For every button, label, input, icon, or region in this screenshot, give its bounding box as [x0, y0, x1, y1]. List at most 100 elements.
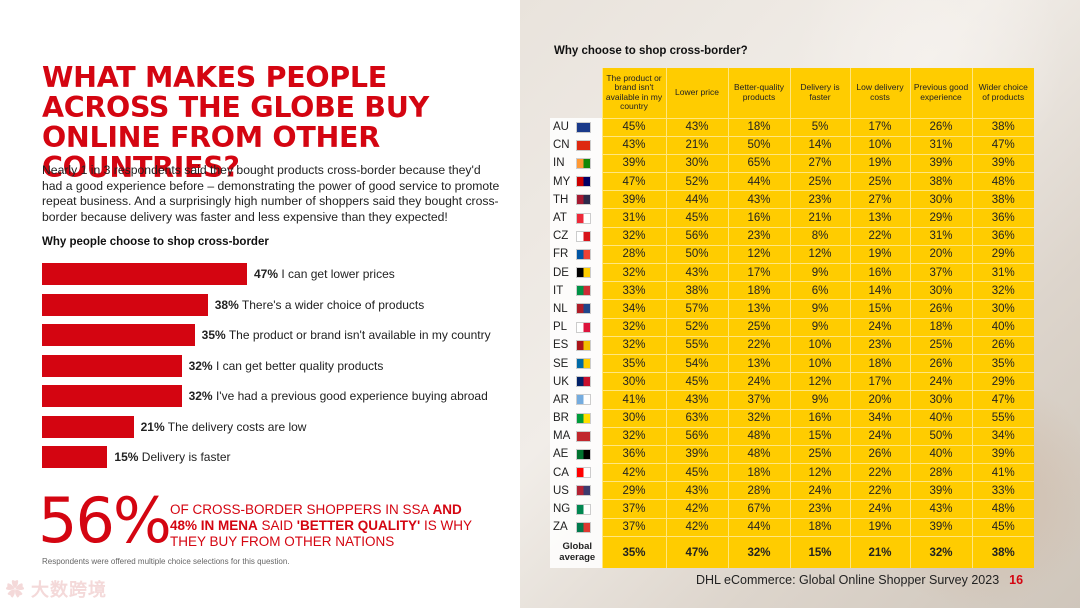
bar [42, 263, 247, 285]
table-cell: 30% [971, 299, 1034, 319]
country-code: DE [550, 263, 574, 282]
table-cell: 63% [665, 408, 728, 428]
global-average-cell: 15% [789, 535, 850, 569]
flag-icon [576, 521, 591, 533]
table-cell: 67% [727, 499, 790, 519]
table-cell: 27% [789, 153, 850, 173]
table-cell: 28% [909, 463, 972, 482]
table-cell: 56% [665, 226, 728, 246]
table-row: NL 34% 57% 13% 9% 15% 26% 30% [550, 299, 1034, 319]
highlight-percentage: 56% [38, 484, 172, 557]
table-cell: 31% [909, 226, 972, 246]
bar [42, 293, 208, 316]
table-cell: 42% [665, 499, 728, 519]
table-cell: 13% [727, 299, 790, 319]
table-cell: 23% [789, 190, 850, 209]
global-average-label: Global average [550, 536, 602, 569]
table-cell: 17% [727, 262, 790, 282]
country-code: TH [550, 190, 574, 209]
table-cell: 55% [971, 408, 1034, 428]
table-cell: 12% [789, 372, 850, 391]
table-cell: 5% [789, 117, 850, 137]
flag-icon [576, 121, 591, 133]
table-row: IN 39% 30% 65% 27% 19% 39% 39% [550, 153, 1034, 173]
page-number: 16 [1009, 573, 1024, 587]
table-cell: 15% [849, 299, 910, 319]
table-cell: 50% [665, 244, 728, 264]
table-cell: 43% [665, 262, 728, 282]
table-cell: 18% [727, 281, 790, 300]
flag-icon [576, 176, 591, 188]
table-cell: 16% [849, 262, 910, 282]
table-cell: 30% [601, 408, 666, 428]
bar [42, 415, 134, 438]
table-cell: 39% [909, 153, 972, 173]
global-average-cell: 47% [665, 535, 728, 569]
table-cell: 26% [909, 353, 972, 373]
column-header: Better-quality products [727, 68, 790, 118]
table-cell: 24% [849, 317, 910, 337]
country-code: NG [550, 499, 574, 519]
table-cell: 10% [789, 335, 850, 355]
table-cell: 36% [971, 226, 1034, 246]
table-cell: 18% [727, 463, 790, 482]
bar-label: 38% There's a wider choice of products [214, 297, 425, 312]
intro-paragraph: Nearly 1 in 3 respondents said they boug… [42, 163, 500, 224]
table-cell: 26% [909, 299, 972, 319]
table-cell: 45% [971, 517, 1034, 537]
flag-icon [576, 194, 591, 206]
table-cell: 29% [971, 244, 1034, 264]
table-row: CZ 32% 56% 23% 8% 22% 31% 36% [550, 226, 1034, 246]
table-row: IT 33% 38% 18% 6% 14% 30% 32% [550, 281, 1034, 300]
table-cell: 26% [849, 444, 910, 464]
table-cell: 44% [727, 517, 790, 537]
bar [42, 446, 108, 468]
table-cell: 29% [601, 481, 666, 500]
table-cell: 18% [909, 317, 972, 337]
flag-icon [576, 321, 591, 333]
table-cell: 45% [665, 208, 728, 228]
bar-row: 32% I can get better quality products [42, 354, 384, 377]
table-cell: 26% [909, 117, 972, 137]
table-cell: 20% [849, 390, 910, 409]
global-average-row: Global average 35% 47% 32% 15% 21% 32% 38% [550, 535, 1034, 569]
global-average-cell: 32% [727, 535, 790, 569]
table-cell: 24% [789, 481, 850, 500]
table-cell: 35% [971, 353, 1034, 373]
flag-icon [576, 285, 591, 297]
country-code: BR [550, 409, 574, 428]
table-cell: 52% [665, 317, 728, 337]
global-average-cell: 35% [601, 535, 666, 569]
country-code: ES [550, 336, 574, 355]
table-cell: 9% [789, 390, 850, 409]
bar-label: 32% I can get better quality products [188, 358, 384, 373]
table-cell: 43% [909, 499, 972, 519]
bar-label: 15% Delivery is faster [114, 450, 231, 464]
bar-row: 15% Delivery is faster [42, 446, 230, 468]
table-cell: 23% [789, 499, 850, 519]
flag-icon [576, 303, 591, 315]
table-cell: 43% [665, 481, 728, 500]
table-row: AR 41% 43% 37% 9% 20% 30% 47% [550, 390, 1034, 409]
flag-icon [576, 376, 591, 388]
table-cell: 22% [849, 481, 910, 500]
global-average-cell: 38% [971, 535, 1034, 569]
table-cell: 30% [909, 281, 972, 300]
table-cell: 32% [601, 226, 666, 246]
table-row: MY 47% 52% 44% 25% 25% 38% 48% [550, 172, 1034, 191]
table-cell: 19% [849, 244, 910, 264]
left-panel: WHAT MAKES PEOPLE ACROSS THE GLOBE BUY O… [0, 0, 520, 608]
table-row: PL 32% 52% 25% 9% 24% 18% 40% [550, 317, 1034, 337]
bar-row: 21% The delivery costs are low [42, 415, 306, 438]
column-header: Low delivery costs [849, 68, 910, 118]
country-code: CZ [550, 227, 574, 246]
country-code: AR [550, 390, 574, 409]
table-cell: 39% [909, 517, 972, 537]
table-cell: 31% [971, 262, 1034, 282]
table-cell: 25% [789, 444, 850, 464]
table-row: FR 28% 50% 12% 12% 19% 20% 29% [550, 244, 1034, 264]
footnote: Respondents were offered multiple choice… [42, 557, 290, 566]
table-cell: 27% [849, 190, 910, 209]
right-panel: Why choose to shop cross-border? The pro… [520, 0, 1080, 608]
table-cell: 19% [849, 153, 910, 173]
